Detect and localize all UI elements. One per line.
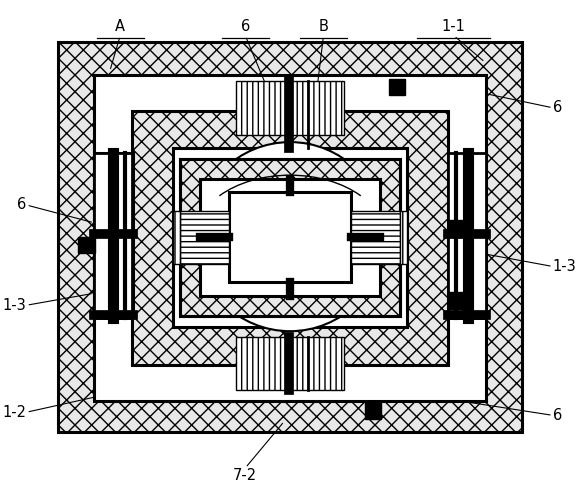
Bar (94, 153, 133, 315)
Bar (180, 211, 229, 264)
Bar (58, 42, 522, 432)
Text: 1-1: 1-1 (442, 19, 466, 34)
Bar (173, 211, 180, 264)
Bar (79, 237, 95, 253)
Bar (236, 81, 344, 135)
Bar (365, 402, 381, 419)
Bar (94, 153, 133, 318)
Circle shape (196, 142, 384, 331)
Bar (229, 192, 351, 282)
Bar (200, 179, 380, 296)
Text: 7-2: 7-2 (233, 468, 258, 483)
Bar (448, 153, 486, 318)
Bar (400, 211, 407, 264)
Text: 6: 6 (241, 19, 250, 34)
Bar (173, 148, 407, 327)
Text: 1-3: 1-3 (553, 259, 577, 274)
Bar (449, 293, 465, 309)
Text: B: B (318, 19, 328, 34)
Bar (133, 110, 448, 364)
Text: 6: 6 (553, 100, 562, 115)
Text: A: A (115, 19, 125, 34)
Text: 1-3: 1-3 (2, 298, 26, 313)
Bar (351, 211, 400, 264)
Bar (449, 220, 465, 237)
Text: 1-2: 1-2 (2, 405, 26, 420)
Bar (389, 79, 405, 95)
Bar (180, 159, 400, 316)
Bar (94, 75, 486, 400)
Text: 6: 6 (17, 198, 26, 212)
Bar (180, 159, 400, 316)
Text: 6: 6 (553, 408, 562, 423)
Bar (236, 338, 344, 390)
